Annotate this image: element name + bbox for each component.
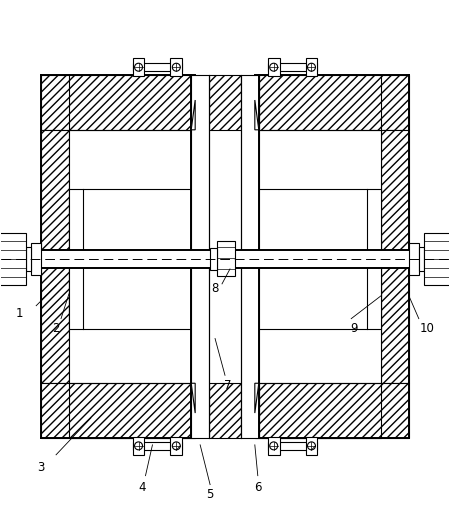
Bar bbox=[268, 63, 317, 71]
Bar bbox=[259, 75, 381, 130]
Bar bbox=[171, 58, 182, 76]
Bar bbox=[69, 190, 195, 329]
Circle shape bbox=[135, 442, 143, 450]
Bar bbox=[241, 75, 259, 438]
Bar bbox=[209, 383, 241, 438]
Bar bbox=[419, 247, 424, 271]
Bar bbox=[26, 247, 31, 271]
Circle shape bbox=[135, 63, 143, 71]
Circle shape bbox=[270, 63, 278, 71]
Circle shape bbox=[307, 63, 315, 71]
Bar bbox=[255, 190, 381, 329]
Bar bbox=[41, 130, 69, 383]
Circle shape bbox=[307, 442, 315, 450]
Bar bbox=[69, 383, 191, 438]
Polygon shape bbox=[255, 100, 259, 130]
Bar bbox=[217, 241, 235, 276]
Bar bbox=[133, 442, 182, 450]
Bar bbox=[0, 233, 26, 285]
Bar bbox=[133, 437, 144, 455]
Text: 10: 10 bbox=[419, 322, 434, 335]
Bar bbox=[41, 75, 195, 130]
Text: 6: 6 bbox=[254, 481, 261, 494]
Circle shape bbox=[270, 442, 278, 450]
Text: 3: 3 bbox=[37, 461, 45, 474]
Bar bbox=[41, 383, 195, 438]
Bar bbox=[133, 63, 182, 71]
Circle shape bbox=[172, 442, 180, 450]
Text: 7: 7 bbox=[224, 379, 232, 392]
Text: 1: 1 bbox=[16, 307, 23, 320]
Bar bbox=[259, 383, 381, 438]
Bar bbox=[69, 75, 191, 130]
Text: 8: 8 bbox=[212, 282, 219, 296]
Bar bbox=[255, 75, 409, 130]
Bar bbox=[133, 58, 144, 76]
Polygon shape bbox=[191, 383, 195, 413]
Bar bbox=[306, 437, 317, 455]
Bar bbox=[41, 250, 409, 268]
Bar bbox=[210, 248, 217, 270]
Bar bbox=[255, 130, 381, 383]
Bar bbox=[381, 130, 409, 383]
Text: 5: 5 bbox=[207, 488, 214, 501]
Bar bbox=[409, 243, 419, 275]
Bar bbox=[268, 58, 279, 76]
Bar bbox=[144, 63, 171, 71]
Polygon shape bbox=[191, 100, 195, 130]
Bar bbox=[279, 63, 306, 71]
Bar bbox=[171, 437, 182, 455]
Bar bbox=[306, 58, 317, 76]
Text: 2: 2 bbox=[52, 322, 60, 335]
Bar bbox=[209, 75, 241, 130]
Bar bbox=[268, 437, 279, 455]
Bar bbox=[191, 75, 209, 438]
Bar bbox=[31, 243, 41, 275]
Bar bbox=[69, 130, 195, 383]
Circle shape bbox=[172, 63, 180, 71]
Text: 9: 9 bbox=[351, 322, 358, 335]
Polygon shape bbox=[255, 383, 259, 413]
Bar bbox=[255, 383, 409, 438]
Text: 4: 4 bbox=[139, 481, 146, 494]
Bar bbox=[268, 442, 317, 450]
Bar bbox=[424, 233, 450, 285]
